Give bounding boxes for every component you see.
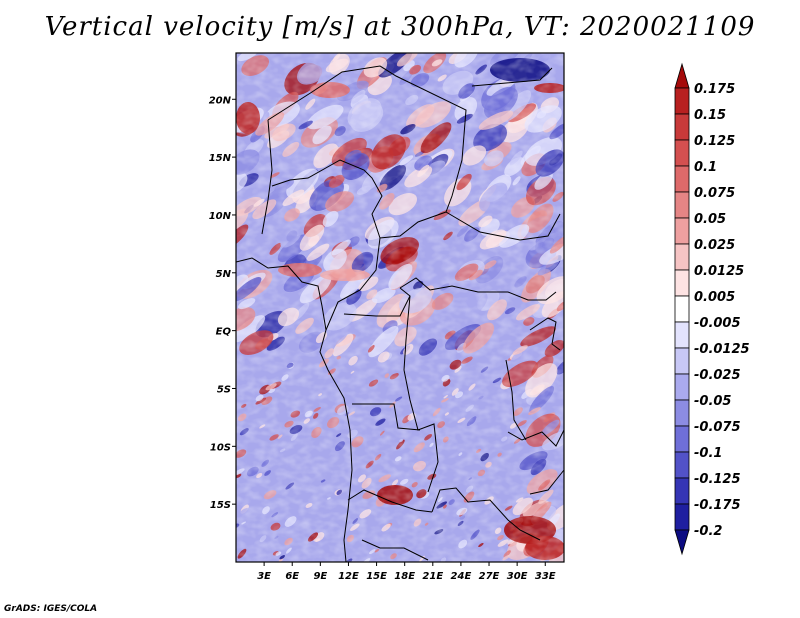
colorbar-label: -0.0125 [694,342,750,357]
colorbar-swatch [674,477,690,505]
x-tick-label: 12E [338,571,359,582]
y-tick-label: 15N [209,153,232,164]
x-tick-label: 21E [422,571,443,582]
colorbar-label: 0.0125 [694,264,744,279]
map-frame [235,52,565,563]
x-tick-label: 27E [479,571,500,582]
colorbar-swatch [674,425,690,453]
x-axis-ticks: 3E 6E 9E 12E 15E 18E 21E 24E 27E 30E 33E [257,562,556,582]
colorbar-swatch [674,373,690,401]
y-axis-ticks: 20N 15N 10N 5N EQ 5S 10S 15S [209,95,236,511]
grads-credit: GrADS: IGES/COLA [4,604,98,614]
colorbar-swatch [674,451,690,479]
chart-title: Vertical velocity [m/s] at 300hPa, VT: 2… [44,12,756,42]
colorbar-label: -0.025 [694,368,741,383]
y-tick-label: 5S [217,384,231,395]
x-tick-label: 30E [507,571,528,582]
colorbar-swatch [674,217,690,245]
colorbar: 0.175 0.15 0.125 0.1 0.075 0.05 0.025 0.0125 0.0… [674,62,750,556]
y-tick-label: 10S [210,442,231,453]
colorbar-swatch [674,243,690,271]
colorbar-label: -0.125 [694,472,741,487]
x-tick-label: 15E [366,571,387,582]
colorbar-label: 0.075 [694,186,735,201]
x-tick-label: 3E [257,571,271,582]
colorbar-swatch [674,503,690,531]
colorbar-label: 0.05 [694,212,726,227]
map-plot-area [236,53,564,562]
colorbar-swatch [674,165,690,193]
y-tick-label: EQ [216,327,232,338]
x-tick-label: 9E [313,571,327,582]
colorbar-swatch [674,295,690,323]
colorbar-label: 0.005 [694,290,735,305]
colorbar-label: -0.005 [694,316,741,331]
colorbar-swatch [674,139,690,167]
x-tick-label: 6E [285,571,299,582]
colorbar-label: -0.175 [694,498,741,513]
colorbar-label: 0.025 [694,238,735,253]
y-tick-label: 15S [210,500,231,511]
colorbar-label: 0.125 [694,134,735,149]
colorbar-arrow-bottom [674,529,690,556]
colorbar-label: -0.05 [694,394,731,409]
x-tick-label: 33E [535,571,556,582]
colorbar-label: 0.175 [694,82,735,97]
colorbar-swatch [674,87,690,115]
y-tick-label: 20N [209,95,232,106]
colorbar-label: 0.1 [694,160,717,175]
colorbar-arrow-top [674,62,690,89]
colorbar-swatch [674,191,690,219]
colorbar-label: -0.1 [694,446,722,461]
colorbar-label: 0.15 [694,108,726,123]
colorbar-label: -0.2 [694,524,722,539]
colorbar-swatch [674,321,690,349]
x-tick-label: 24E [451,571,472,582]
x-tick-label: 18E [394,571,415,582]
colorbar-swatch [674,113,690,141]
colorbar-swatch [674,347,690,375]
colorbar-label: -0.075 [694,420,741,435]
colorbar-swatch [674,399,690,427]
field-texture [236,53,564,562]
y-tick-label: 5N [216,269,232,280]
country-boundaries [236,65,564,562]
colorbar-swatch [674,269,690,297]
y-tick-label: 10N [209,211,232,222]
